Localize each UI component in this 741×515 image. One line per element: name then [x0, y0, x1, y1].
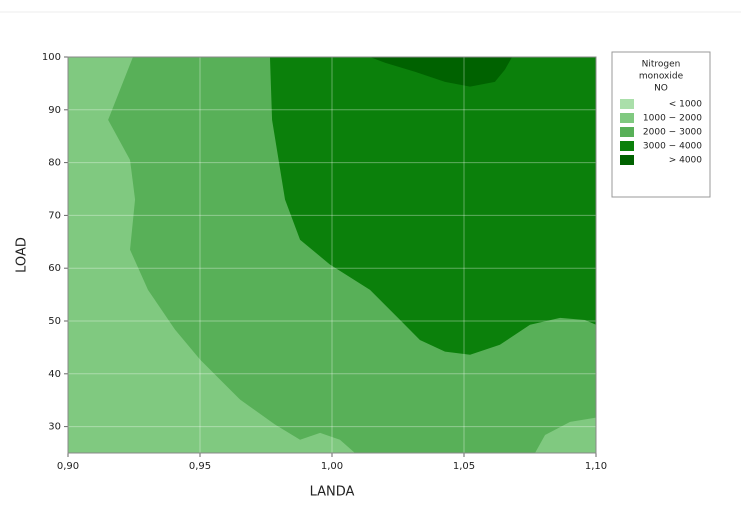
legend-swatch: [620, 155, 634, 165]
y-tick-label: 50: [48, 316, 61, 327]
legend-title: monoxide: [639, 72, 684, 82]
plot-frame: [67, 56, 597, 454]
y-axis-title: LOAD: [15, 237, 30, 273]
x-tick-label: 1,00: [321, 461, 343, 472]
legend-title: Nitrogen: [642, 60, 681, 70]
x-tick-label: 1,05: [453, 461, 475, 472]
legend-swatch: [620, 141, 634, 151]
y-tick-label: 30: [48, 422, 61, 433]
legend-box: [611, 51, 711, 198]
legend-swatch: [620, 113, 634, 123]
x-tick-label: 0,90: [57, 461, 79, 472]
y-tick-label: 100: [42, 52, 61, 63]
contour-region: [370, 57, 513, 87]
contour-region: [269, 57, 596, 355]
x-tick-label: 0,95: [189, 461, 211, 472]
y-tick-label: 60: [48, 263, 61, 274]
y-tick-label: 70: [48, 210, 61, 221]
legend-swatch: [620, 99, 634, 109]
y-tick-label: 80: [48, 158, 61, 169]
legend-label: 3000 − 4000: [643, 142, 702, 152]
x-tick-label: 1,10: [585, 461, 607, 472]
y-tick-label: 40: [48, 369, 61, 380]
legend-swatch: [620, 127, 634, 137]
legend-label: < 1000: [669, 100, 703, 110]
legend-label: > 4000: [669, 156, 703, 166]
legend-label: 2000 − 3000: [643, 128, 702, 138]
legend-label: 1000 − 2000: [643, 114, 702, 124]
x-axis-title: LANDA: [310, 485, 355, 500]
legend-title: NO: [654, 84, 668, 94]
y-tick-label: 90: [48, 105, 61, 116]
